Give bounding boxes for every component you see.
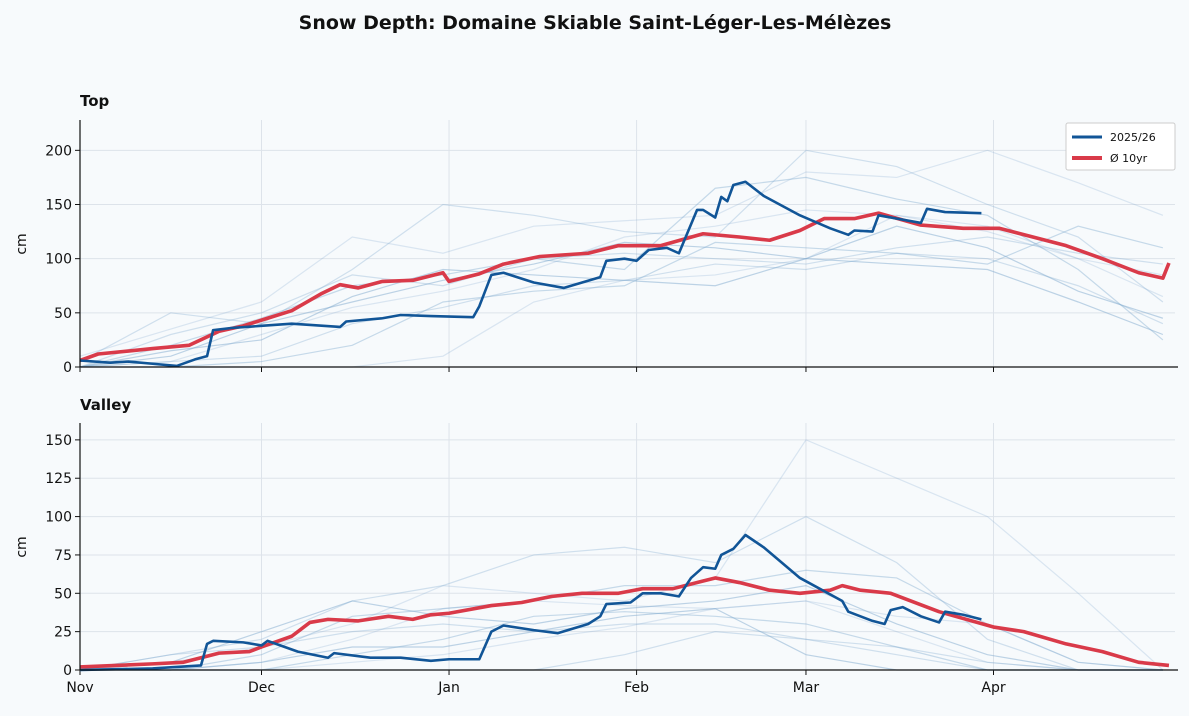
x-tick-label: Nov bbox=[66, 680, 93, 696]
y-tick-label: 0 bbox=[63, 663, 72, 679]
x-tick-label: Jan bbox=[437, 680, 460, 696]
history-season-line bbox=[79, 209, 1164, 368]
history-season-line bbox=[79, 236, 1163, 368]
chart-title: Snow Depth: Domaine Skiable Saint-Léger-… bbox=[299, 12, 892, 34]
y-axis-label-top: cm bbox=[14, 233, 30, 254]
history-season-line bbox=[79, 252, 1164, 368]
history-season-line bbox=[79, 176, 1164, 368]
history-season-line bbox=[80, 611, 1163, 671]
y-tick-label: 125 bbox=[45, 471, 72, 487]
history-season-line bbox=[79, 585, 1163, 671]
history-season-line bbox=[80, 225, 1164, 368]
x-tick-label: Feb bbox=[624, 680, 649, 696]
panel-title-top: Top bbox=[80, 92, 110, 110]
y-tick-label: 100 bbox=[45, 510, 72, 526]
y-tick-label: 75 bbox=[54, 548, 72, 564]
history-season-line bbox=[79, 258, 1164, 368]
average-line bbox=[79, 576, 1170, 669]
y-tick-label: 150 bbox=[45, 198, 72, 214]
current-season-line bbox=[79, 180, 982, 368]
legend-label-current: 2025/26 bbox=[1110, 131, 1156, 144]
x-tick-label: Mar bbox=[793, 680, 820, 696]
history-season-line bbox=[79, 149, 1164, 363]
x-tick-label: Apr bbox=[981, 680, 1005, 696]
y-tick-label: 50 bbox=[54, 306, 72, 322]
legend-label-average: Ø 10yr bbox=[1110, 152, 1148, 165]
y-axis-label-valley: cm bbox=[14, 536, 30, 557]
panel-top: 0 50 100 150 200 bbox=[45, 120, 1178, 376]
y-tick-label: 0 bbox=[63, 360, 72, 376]
y-tick-label: 150 bbox=[45, 433, 72, 449]
history-season-line bbox=[79, 515, 1163, 671]
panel-valley: 0 25 50 75 100 125 150 Nov Dec Jan Feb Mar Apr bbox=[45, 423, 1178, 696]
history-season-line bbox=[80, 600, 1163, 671]
y-tick-label: 50 bbox=[54, 586, 72, 602]
history-season-line bbox=[80, 608, 1163, 671]
current-season-line bbox=[79, 533, 982, 672]
y-tick-label: 25 bbox=[54, 625, 72, 641]
y-tick-label: 100 bbox=[45, 252, 72, 268]
average-line bbox=[79, 211, 1171, 363]
legend: 2025/26 Ø 10yr bbox=[1065, 122, 1176, 171]
x-tick-label: Dec bbox=[248, 680, 275, 696]
history-season-line bbox=[79, 225, 1164, 368]
y-tick-label: 200 bbox=[45, 143, 72, 159]
panel-title-valley: Valley bbox=[80, 396, 131, 414]
history-season-line bbox=[79, 149, 1164, 357]
